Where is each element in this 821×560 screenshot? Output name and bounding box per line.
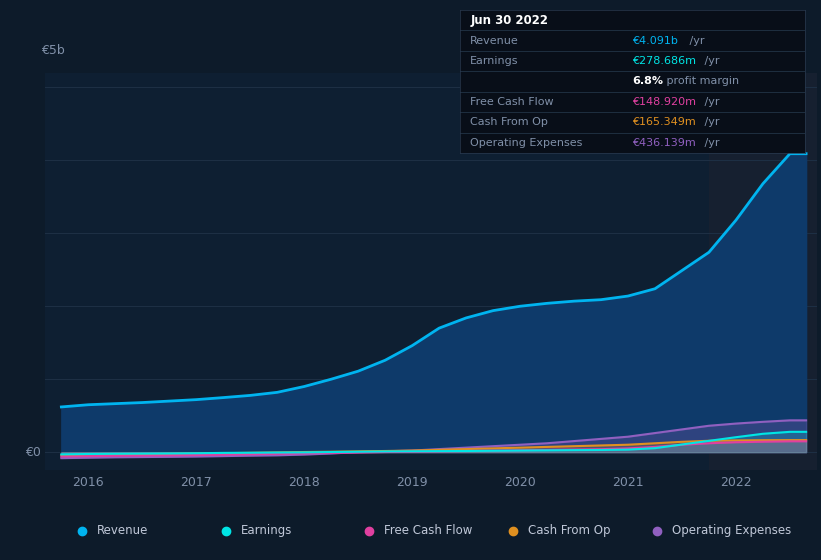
- Text: €165.349m: €165.349m: [632, 118, 696, 127]
- Text: €5b: €5b: [41, 44, 65, 57]
- Text: /yr: /yr: [701, 138, 719, 148]
- Text: €436.139m: €436.139m: [632, 138, 696, 148]
- Text: Cash From Op: Cash From Op: [528, 524, 610, 538]
- Text: Operating Expenses: Operating Expenses: [672, 524, 791, 538]
- Text: Operating Expenses: Operating Expenses: [470, 138, 583, 148]
- Text: €4.091b: €4.091b: [632, 36, 678, 46]
- Bar: [709, 73, 817, 470]
- Text: Cash From Op: Cash From Op: [470, 118, 548, 127]
- Text: €148.920m: €148.920m: [632, 97, 696, 107]
- Text: profit margin: profit margin: [663, 77, 739, 86]
- Text: Revenue: Revenue: [470, 36, 519, 46]
- Text: 6.8%: 6.8%: [632, 77, 663, 86]
- Text: €278.686m: €278.686m: [632, 56, 696, 66]
- Text: /yr: /yr: [701, 56, 719, 66]
- Text: €0: €0: [25, 446, 41, 459]
- Text: Free Cash Flow: Free Cash Flow: [470, 97, 554, 107]
- Text: /yr: /yr: [701, 97, 719, 107]
- Text: Jun 30 2022: Jun 30 2022: [470, 13, 548, 27]
- Text: Free Cash Flow: Free Cash Flow: [384, 524, 473, 538]
- Text: /yr: /yr: [686, 36, 704, 46]
- Text: /yr: /yr: [701, 118, 719, 127]
- Text: Earnings: Earnings: [470, 56, 519, 66]
- Text: Revenue: Revenue: [97, 524, 149, 538]
- Text: Earnings: Earnings: [241, 524, 292, 538]
